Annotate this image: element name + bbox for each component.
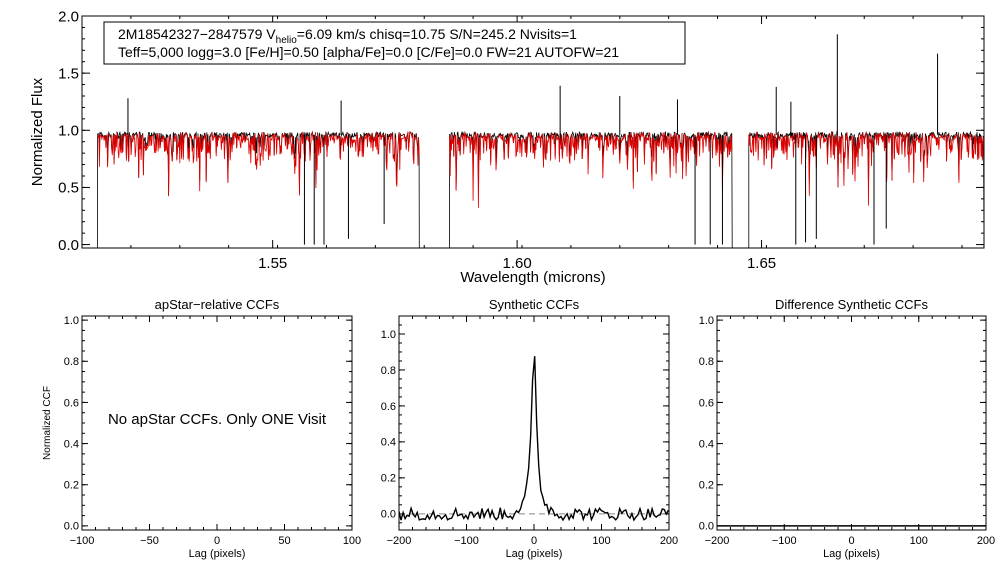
spectrum-observed-line-chip-2 xyxy=(449,130,733,249)
info-helio-subscript: helio xyxy=(276,35,298,46)
info-line-1: 2M18542327−2847579 Vhelio=6.09 km/s chis… xyxy=(118,26,577,46)
spectrum-ytick-label: 2.0 xyxy=(58,8,79,25)
difference-xtick-label: −100 xyxy=(772,535,797,547)
synthetic-ytick-label: 0.8 xyxy=(381,365,396,377)
difference-xtick-label: 100 xyxy=(910,535,928,547)
difference-xtick-label: 0 xyxy=(848,535,854,547)
apstar-ytick-label: 1.0 xyxy=(64,315,79,327)
spectrum-model-line-chip-1 xyxy=(97,130,420,197)
synthetic-xlabel: Lag (pixels) xyxy=(506,548,563,560)
difference-xlabel: Lag (pixels) xyxy=(823,548,880,560)
difference-ytick-label: 0.6 xyxy=(699,397,714,409)
synthetic-ytick-label: 0.4 xyxy=(381,437,396,449)
info-star-id-and-v: 2M18542327−2847579 V xyxy=(118,26,276,42)
info-stats: =6.09 km/s chisq=10.75 S/N=245.2 Nvisits… xyxy=(297,26,577,42)
spectrum-model-line-chip-3 xyxy=(748,131,984,206)
spectrum-ytick-label: 0.0 xyxy=(58,237,79,254)
spectrum-model-line-chip-2 xyxy=(449,131,733,208)
difference-ytick-label: 0.4 xyxy=(699,438,714,450)
apstar-xtick-label: −100 xyxy=(70,535,95,547)
synthetic-ytick-label: 0.6 xyxy=(381,401,396,413)
difference-title: Difference Synthetic CCFs xyxy=(775,297,928,312)
difference-ytick-label: 1.0 xyxy=(699,315,714,327)
synthetic-ccf-line xyxy=(398,356,669,522)
synthetic-xtick-label: −200 xyxy=(387,535,412,547)
apstar-xtick-label: 0 xyxy=(214,535,220,547)
apstar-no-ccf-note: No apStar CCFs. Only ONE Visit xyxy=(108,411,327,428)
spectrum-xtick-label: 1.65 xyxy=(747,255,776,272)
spectrum-ytick-label: 0.5 xyxy=(58,180,79,197)
apstar-xtick-label: −50 xyxy=(140,535,159,547)
info-line-2: Teff=5,000 logg=3.0 [Fe/H]=0.50 [alpha/F… xyxy=(118,44,619,60)
difference-xtick-label: 200 xyxy=(977,535,995,547)
spectrum-xtick-label: 1.55 xyxy=(258,255,287,272)
apstar-ytick-label: 0.2 xyxy=(64,480,79,492)
apstar-ytick-label: 0.0 xyxy=(64,521,79,533)
synthetic-xtick-label: −100 xyxy=(454,535,479,547)
apstar-ytick-label: 0.6 xyxy=(64,397,79,409)
apstar-xtick-label: 50 xyxy=(278,535,290,547)
synthetic-ytick-label: 1.0 xyxy=(381,329,396,341)
synthetic-ytick-label: 0.0 xyxy=(381,509,396,521)
synthetic-xtick-label: 200 xyxy=(660,535,678,547)
difference-ytick-label: 0.0 xyxy=(699,521,714,533)
apstar-xtick-label: 100 xyxy=(343,535,361,547)
synthetic-title: Synthetic CCFs xyxy=(489,297,580,312)
spectrum-plot-frame xyxy=(81,15,985,249)
spectrum-ytick-label: 1.5 xyxy=(58,65,79,82)
spectrum-ytick-label: 1.0 xyxy=(58,123,79,140)
apstar-ylabel: Normalized CCF xyxy=(42,386,53,460)
info-box xyxy=(103,21,686,65)
synthetic-xtick-label: 100 xyxy=(592,535,610,547)
spectrum-xtick-label: 1.60 xyxy=(503,255,532,272)
spectrum-ylabel: Normalized Flux xyxy=(29,77,46,186)
synthetic-ytick-label: 0.2 xyxy=(381,473,396,485)
apstar-ytick-label: 0.4 xyxy=(64,438,79,450)
apstar-xlabel: Lag (pixels) xyxy=(189,548,246,560)
synthetic-xtick-label: 0 xyxy=(531,535,537,547)
difference-ytick-label: 0.2 xyxy=(699,480,714,492)
spectrum-xlabel: Wavelength (microns) xyxy=(460,269,605,286)
difference-xtick-label: −200 xyxy=(705,535,730,547)
apstar-ytick-label: 0.8 xyxy=(64,356,79,368)
apstar-title: apStar−relative CCFs xyxy=(155,297,280,312)
difference-ytick-label: 0.8 xyxy=(699,356,714,368)
